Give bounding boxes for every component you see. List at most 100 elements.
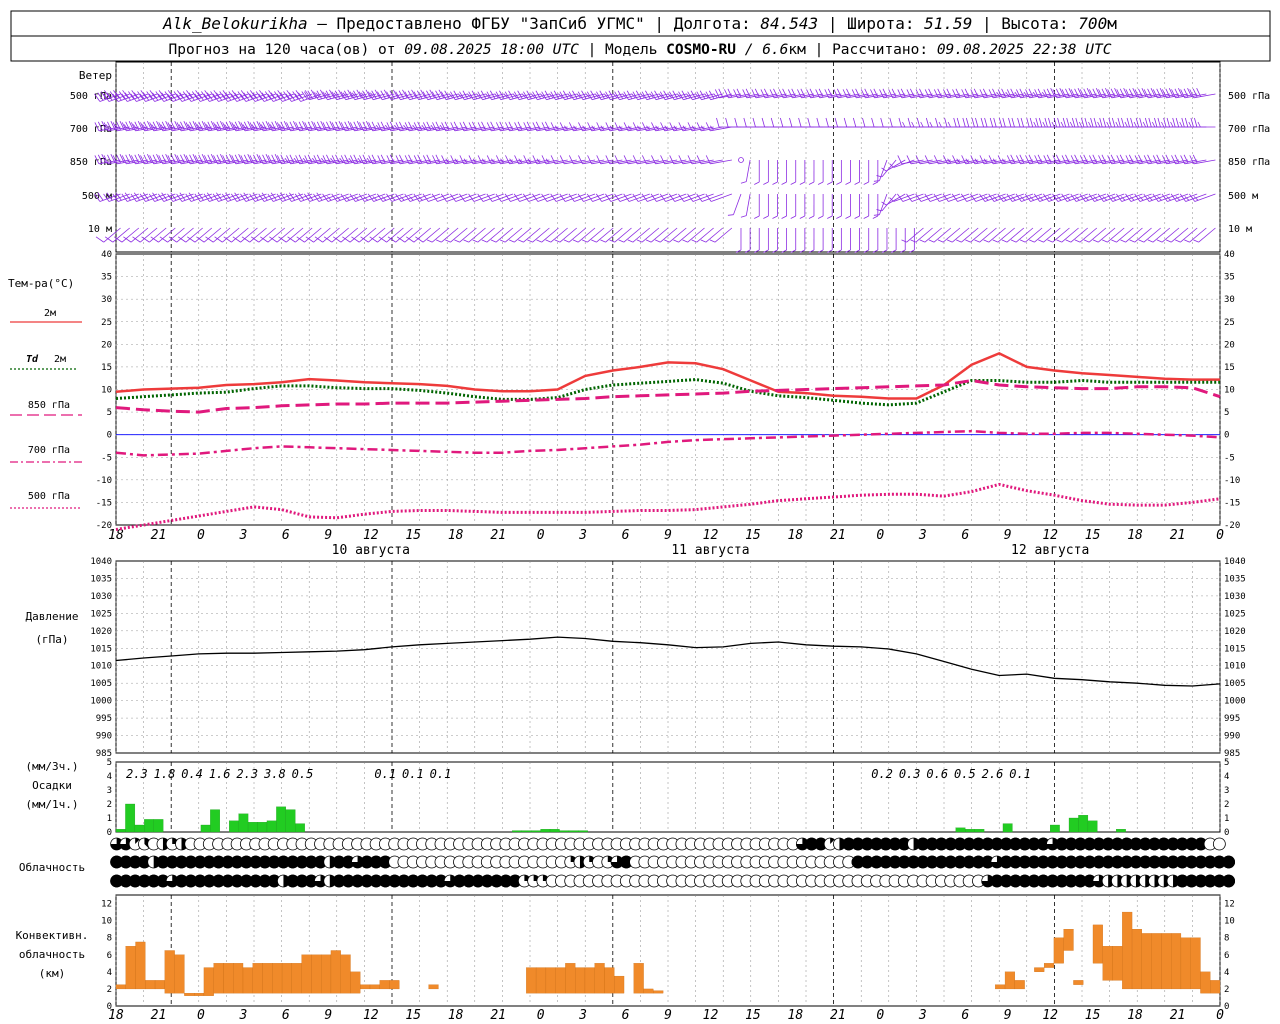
barb-feather <box>1175 196 1181 201</box>
hour-label: 12 <box>703 528 719 543</box>
wind-barb <box>591 227 614 243</box>
barb-feather <box>523 91 529 100</box>
barb-feather <box>1023 91 1028 97</box>
barb-feather <box>320 121 326 130</box>
barb-feather <box>573 125 578 131</box>
barb-shaft <box>745 193 751 216</box>
barb-feather <box>1197 121 1201 128</box>
wind-barb <box>979 88 1006 99</box>
barb-feather <box>477 193 484 202</box>
barb-feather <box>160 124 165 130</box>
barb-feather <box>131 90 138 99</box>
barb-feather <box>514 155 519 164</box>
barb-feather <box>1026 117 1030 128</box>
barb-shaft <box>1029 93 1052 99</box>
wind-barb <box>445 227 468 243</box>
barb-shaft <box>1076 193 1097 202</box>
barb-feather <box>279 192 286 201</box>
precip-bar <box>549 829 560 833</box>
barb-feather <box>1189 155 1195 164</box>
barb-feather <box>176 155 182 164</box>
barb-feather <box>971 117 975 128</box>
wind-barb <box>852 117 878 128</box>
barb-shaft <box>377 227 395 243</box>
barb-feather <box>113 90 120 99</box>
wind-level-700hpa: 700 гПа <box>70 124 112 135</box>
convective-bar <box>1200 971 1211 994</box>
barb-feather <box>655 125 660 131</box>
barb-feather <box>174 154 180 163</box>
wind-barb <box>1034 88 1061 99</box>
wind-barb <box>872 159 879 185</box>
wind-barb <box>833 88 860 99</box>
barb-feather <box>1102 239 1108 243</box>
wind-barb <box>645 227 669 243</box>
cloud-symbol <box>1212 837 1226 851</box>
barb-shaft <box>373 193 395 202</box>
y-tick-label-right: 990 <box>1224 732 1240 742</box>
barb-shaft <box>322 227 340 243</box>
barb-shaft <box>701 193 723 202</box>
barb-feather <box>298 192 305 201</box>
barb-feather <box>408 121 413 131</box>
barb-shaft <box>345 159 367 165</box>
hour-label-bottom: 18 <box>108 1008 124 1023</box>
wind-barb <box>578 122 605 132</box>
barb-feather <box>310 89 317 99</box>
cloud-symbol <box>1222 874 1236 888</box>
barb-feather <box>216 192 223 201</box>
barb-feather <box>1125 89 1131 98</box>
wind-barb <box>1089 88 1116 99</box>
barb-shaft <box>418 93 441 101</box>
barb-shaft <box>564 126 586 132</box>
wind-barb <box>997 88 1024 99</box>
barb-shaft <box>1139 193 1161 202</box>
barb-feather <box>754 249 760 253</box>
barb-feather <box>249 90 257 99</box>
barb-feather <box>231 90 238 99</box>
barb-feather <box>197 192 204 201</box>
wind-barb <box>744 227 751 253</box>
cloud-symbol <box>1092 855 1106 869</box>
date-labels: 10 августа 11 августа 12 августа <box>332 543 1090 558</box>
barb-feather <box>836 88 842 98</box>
barb-shaft <box>623 227 641 243</box>
barb-feather <box>1062 117 1067 128</box>
wind-barb <box>614 193 641 202</box>
barb-feather <box>1144 117 1149 128</box>
barb-feather <box>836 181 842 185</box>
barb-feather <box>658 93 663 99</box>
hour-label-bottom: 0 <box>197 1008 205 1023</box>
cloud-symbol <box>499 874 513 888</box>
barb-shaft <box>231 227 249 243</box>
barb-feather <box>764 88 769 98</box>
y-tick-label-right: 1010 <box>1224 662 1246 672</box>
cloud-symbol <box>1064 855 1078 869</box>
barb-feather <box>559 122 565 131</box>
barb-feather <box>316 192 323 201</box>
barb-feather <box>304 155 310 164</box>
barb-feather <box>344 121 350 131</box>
barb-feather <box>253 121 258 131</box>
barb-shaft <box>650 227 669 243</box>
barb-feather <box>754 215 760 219</box>
barb-feather <box>1187 88 1192 97</box>
barb-shaft <box>190 159 212 165</box>
barb-feather <box>194 122 200 131</box>
hour-label: 21 <box>830 528 846 543</box>
hour-label-bottom: 0 <box>876 1008 884 1023</box>
barb-shaft <box>1158 193 1180 202</box>
barb-shaft <box>391 93 413 101</box>
wind-barb <box>314 227 340 243</box>
barb-feather <box>123 124 128 130</box>
barb-shaft <box>500 93 523 101</box>
wind-barb <box>943 88 970 99</box>
wind-barb <box>888 88 915 99</box>
y-tick-label-right: -15 <box>1224 498 1240 508</box>
barb-shaft <box>1021 193 1043 202</box>
wind-barb <box>906 193 933 202</box>
barb-feather <box>984 117 988 128</box>
barb-feather <box>444 90 450 99</box>
barb-feather <box>302 121 307 130</box>
